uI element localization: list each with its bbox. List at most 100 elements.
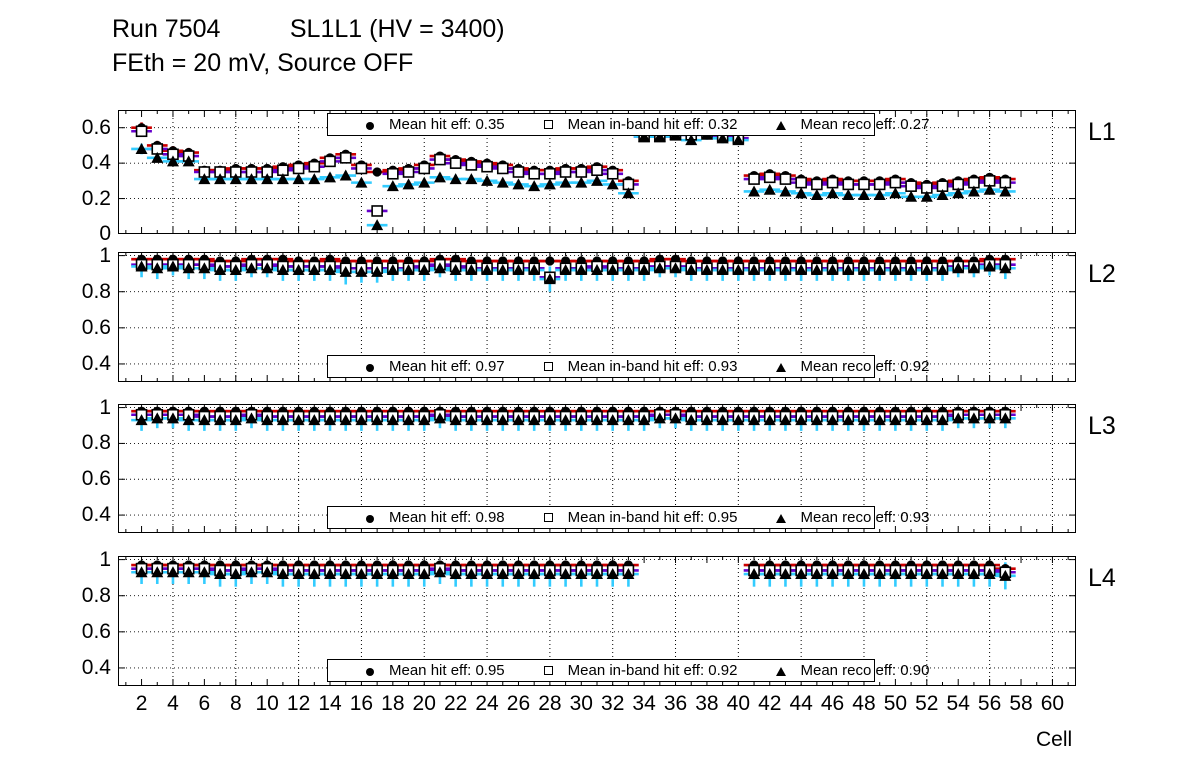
plot-title-line2: FEth = 20 mV, Source OFF (112, 49, 414, 77)
legend-label: Mean reco eff: 0.90 (800, 662, 930, 679)
panel-graphics (118, 404, 1076, 533)
x-tick-label: 40 (726, 692, 751, 715)
legend-label: Mean hit eff: 0.35 (389, 116, 505, 133)
panel-label-l2: L2 (1088, 260, 1116, 288)
circle-marker-icon (362, 664, 378, 678)
x-tick-label: 24 (475, 692, 499, 715)
legend-entry: Mean in-band hit eff: 0.95 (541, 509, 742, 526)
legend-label: Mean in-band hit eff: 0.32 (567, 116, 738, 133)
legend-entry: Mean in-band hit eff: 0.92 (541, 662, 742, 679)
x-tick-label: 14 (318, 692, 342, 715)
legend-l3: Mean hit eff: 0.98 Mean in-band hit eff: … (327, 506, 929, 529)
circle-marker-icon (362, 511, 378, 525)
y-tick-label: 1 (99, 243, 111, 267)
triangle-marker-icon (773, 511, 789, 525)
x-tick-label: 46 (820, 692, 845, 715)
legend-l1: Mean hit eff: 0.35 Mean in-band hit eff: … (327, 113, 929, 136)
markers-triangle (135, 260, 1012, 285)
triangle-marker-icon (773, 664, 789, 678)
legend-entry: Mean in-band hit eff: 0.93 (541, 358, 742, 375)
y-tick-label: 0 (99, 222, 111, 245)
legend-label: Mean hit eff: 0.95 (389, 662, 505, 679)
square-marker-icon (541, 511, 557, 525)
panel-label-l4: L4 (1088, 564, 1116, 592)
panel-graphics (118, 556, 1076, 686)
x-tick-label: 32 (601, 692, 625, 715)
x-tick-label: 28 (538, 692, 562, 715)
x-tick-label: 26 (506, 692, 531, 715)
legend-l2: Mean hit eff: 0.97 Mean in-band hit eff: … (327, 355, 929, 378)
y-tick-label: 0.6 (81, 315, 111, 339)
markers-triangle (135, 566, 1012, 581)
x-tick-label: 38 (695, 692, 719, 715)
x-tick-label: 8 (229, 692, 242, 715)
x-tick-label: 56 (977, 692, 1002, 715)
legend-label: Mean reco eff: 0.93 (800, 509, 930, 526)
x-tick-label: 4 (167, 692, 179, 715)
legend-entry: Mean hit eff: 0.95 (362, 662, 509, 679)
legend-entry: Mean hit eff: 0.97 (362, 358, 509, 375)
y-tick-label: 0.8 (81, 431, 111, 455)
panel-graphics (118, 110, 1076, 234)
legend-entry: Mean reco eff: 0.90 (773, 662, 933, 679)
y-tick-label: 0.8 (81, 279, 111, 303)
x-tick-label: 34 (632, 692, 656, 715)
x-tick-label: 52 (915, 692, 939, 715)
x-tick-label: 48 (852, 692, 876, 715)
legend-label: Mean in-band hit eff: 0.95 (567, 509, 738, 526)
panel-graphics (118, 252, 1076, 382)
plot-panel-l4: Mean hit eff: 0.95 Mean in-band hit eff: … (118, 556, 1076, 686)
x-tick-label: 16 (349, 692, 374, 715)
y-tick-label: 0.6 (81, 115, 111, 139)
panel-label-l3: L3 (1088, 412, 1116, 440)
y-tick-label: 0.8 (81, 583, 111, 607)
y-tick-label: 0.6 (81, 619, 111, 643)
x-tick-label: 12 (286, 692, 311, 715)
y-tick-label: 1 (99, 547, 111, 571)
x-tick-label: 6 (198, 692, 211, 715)
x-tick-label: 2 (135, 692, 148, 715)
legend-label: Mean reco eff: 0.27 (800, 116, 930, 133)
legend-entry: Mean reco eff: 0.93 (773, 509, 933, 526)
markers-square (135, 125, 1012, 217)
legend-label: Mean hit eff: 0.97 (389, 358, 505, 375)
plot-panel-l1: Mean hit eff: 0.35 Mean in-band hit eff: … (118, 110, 1076, 234)
x-tick-label: 30 (569, 692, 593, 715)
x-tick-label: 50 (883, 692, 908, 715)
legend-label: Mean in-band hit eff: 0.93 (567, 358, 738, 375)
y-tick-label: 0.4 (81, 655, 111, 679)
legend-entry: Mean reco eff: 0.92 (773, 358, 933, 375)
y-tick-label: 0.4 (81, 351, 111, 375)
y-tick-label: 0.2 (81, 186, 111, 210)
markers-triangle (135, 412, 1012, 426)
grid-lines (118, 404, 1076, 533)
square-marker-icon (541, 118, 557, 132)
plot-panel-l3: Mean hit eff: 0.98 Mean in-band hit eff: … (118, 404, 1076, 533)
plot-title-line1: Run 7504 SL1L1 (HV = 3400) (112, 15, 505, 43)
x-tick-label: 20 (412, 692, 436, 715)
markers-triangle (135, 128, 1012, 231)
x-tick-label: 60 (1040, 692, 1065, 715)
x-tick-label: 58 (1009, 692, 1033, 715)
plot-panel-l2: Mean hit eff: 0.97 Mean in-band hit eff: … (118, 252, 1076, 382)
circle-marker-icon (362, 360, 378, 374)
legend-entry: Mean hit eff: 0.98 (362, 509, 509, 526)
legend-label: Mean in-band hit eff: 0.92 (567, 662, 738, 679)
circle-marker-icon (362, 118, 378, 132)
x-tick-label: 54 (946, 692, 970, 715)
y-tick-label: 1 (99, 395, 111, 419)
y-tick-label: 0.6 (81, 467, 111, 491)
triangle-marker-icon (773, 118, 789, 132)
x-tick-label: 44 (789, 692, 813, 715)
triangle-marker-icon (773, 360, 789, 374)
y-tick-label: 0.4 (81, 151, 111, 175)
x-tick-label: 18 (381, 692, 405, 715)
square-marker-icon (541, 360, 557, 374)
legend-entry: Mean reco eff: 0.27 (773, 116, 933, 133)
x-tick-label: 22 (443, 692, 468, 715)
legend-entry: Mean hit eff: 0.35 (362, 116, 509, 133)
legend-label: Mean hit eff: 0.98 (389, 509, 505, 526)
square-marker-icon (541, 664, 557, 678)
y-tick-label: 0.4 (81, 503, 111, 527)
